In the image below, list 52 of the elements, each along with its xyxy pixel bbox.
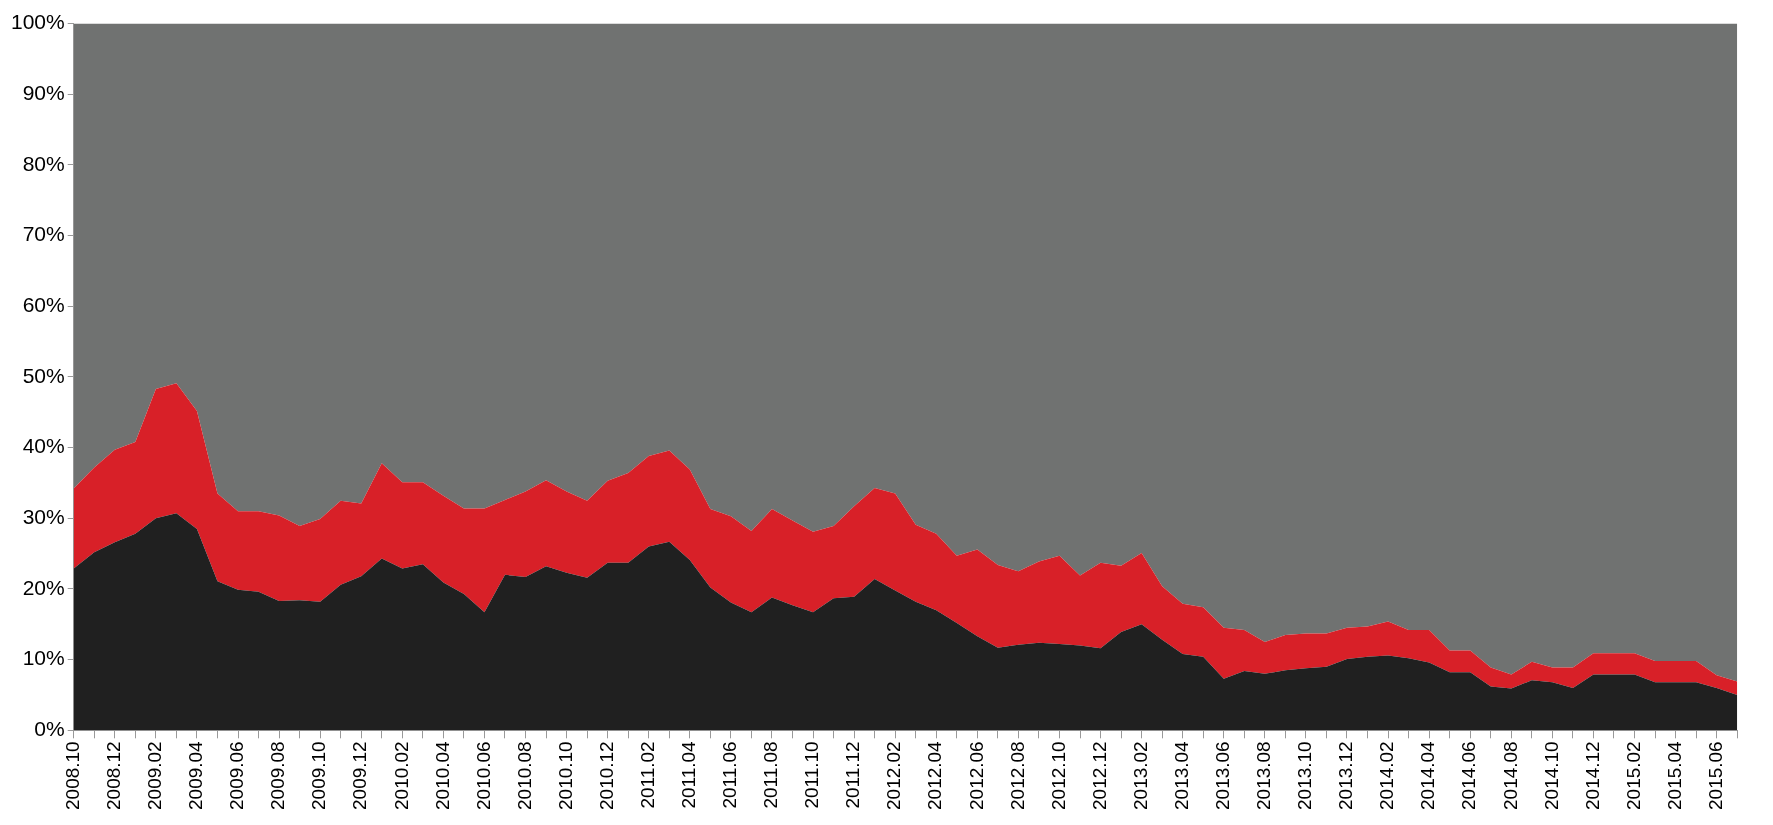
y-tick-label: 30%	[22, 505, 65, 529]
x-tick-label: 2015.02	[1622, 741, 1644, 811]
x-tick-label: 2014.12	[1581, 741, 1603, 811]
x-tick-label: 2008.10	[61, 741, 83, 811]
x-tick-label: 2015.06	[1704, 741, 1726, 811]
x-tick-label: 2010.12	[595, 741, 617, 811]
y-tick-label: 50%	[22, 363, 65, 387]
x-tick-label: 2011.08	[760, 741, 782, 809]
x-tick-label: 2009.04	[185, 740, 207, 811]
x-tick-label: 2010.04	[431, 740, 453, 811]
x-tick-label: 2014.06	[1458, 741, 1480, 811]
x-tick-label: 2009.02	[144, 741, 166, 811]
x-tick-label: 2010.08	[513, 741, 535, 811]
y-tick-label: 10%	[22, 646, 65, 670]
x-tick-label: 2012.10	[1047, 741, 1069, 811]
x-tick-label: 2013.02	[1129, 741, 1151, 811]
x-tick-label: 2012.04	[924, 740, 946, 811]
x-tick-label: 2013.08	[1253, 741, 1275, 811]
x-tick-label: 2011.02	[636, 741, 658, 809]
x-tick-label: 2011.04	[678, 740, 700, 809]
x-tick-label: 2012.02	[883, 741, 905, 811]
x-tick-label: 2014.08	[1499, 741, 1521, 811]
x-tick-label: 2008.12	[103, 741, 125, 811]
x-tick-label: 2012.08	[1006, 741, 1028, 811]
x-tick-label: 2010.06	[472, 741, 494, 811]
x-tick-label: 2014.04	[1417, 740, 1439, 811]
x-tick-label: 2009.08	[267, 741, 289, 811]
x-tick-label: 2010.10	[554, 741, 576, 811]
y-tick-label: 20%	[22, 575, 65, 599]
y-tick-label: 90%	[22, 81, 65, 105]
x-tick-label: 2014.02	[1376, 741, 1398, 811]
x-tick-label: 2013.12	[1335, 741, 1357, 811]
x-tick-label: 2010.02	[390, 741, 412, 811]
x-tick-label: 2011.06	[719, 741, 741, 809]
y-tick-label: 40%	[22, 434, 65, 458]
y-tick-label: 100%	[10, 10, 65, 34]
x-tick-label: 2012.12	[1088, 741, 1110, 811]
x-tick-label: 2014.10	[1540, 741, 1562, 811]
y-tick-label: 0%	[34, 717, 65, 741]
x-tick-label: 2015.04	[1663, 740, 1685, 811]
x-tick-label: 2011.12	[842, 741, 864, 809]
x-tick-label: 2011.10	[801, 741, 823, 809]
x-tick-label: 2013.10	[1294, 741, 1316, 811]
y-tick-label: 70%	[22, 222, 65, 246]
y-tick-label: 80%	[22, 151, 65, 175]
x-tick-label: 2009.12	[349, 741, 371, 811]
x-tick-label: 2013.06	[1212, 741, 1234, 811]
x-tick-label: 2009.06	[226, 741, 248, 811]
x-tick-label: 2009.10	[308, 741, 330, 811]
y-tick-label: 60%	[22, 293, 65, 317]
x-tick-label: 2012.06	[965, 741, 987, 811]
x-tick-label: 2013.04	[1170, 740, 1192, 811]
